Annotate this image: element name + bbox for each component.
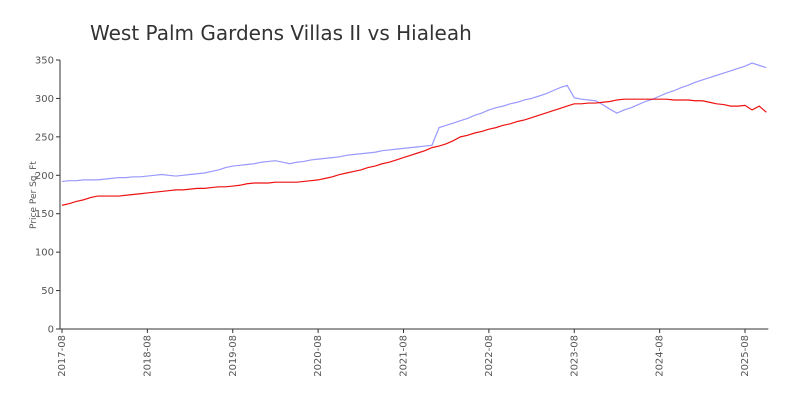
x-tick-label: 2025-08: [740, 335, 751, 377]
series-line: [61, 62, 767, 183]
x-tick-label: 2020-08: [313, 335, 324, 377]
x-tick-label: 2022-08: [484, 335, 495, 377]
y-tick-label: 150: [35, 209, 54, 220]
x-tick-label: 2023-08: [569, 335, 580, 377]
y-tick-label: 250: [35, 132, 54, 143]
x-tick-label: 2021-08: [399, 335, 410, 377]
y-tick-label: 350: [35, 56, 54, 67]
y-tick-label: 50: [41, 286, 54, 297]
chart-title: West Palm Gardens Villas II vs Hialeah: [90, 21, 472, 45]
x-tick-label: 2024-08: [655, 335, 666, 377]
y-tick-label: 100: [35, 248, 54, 259]
y-tick-label: 0: [48, 325, 54, 336]
y-tick-label: 200: [35, 171, 54, 182]
y-tick-label: 300: [35, 94, 54, 105]
series-line: [61, 98, 767, 206]
y-axis-label: Price Per Sq. Ft: [29, 161, 39, 229]
x-tick-label: 2017-08: [57, 335, 68, 377]
x-tick-label: 2019-08: [228, 335, 239, 377]
x-tick-label: 2018-08: [142, 335, 153, 377]
